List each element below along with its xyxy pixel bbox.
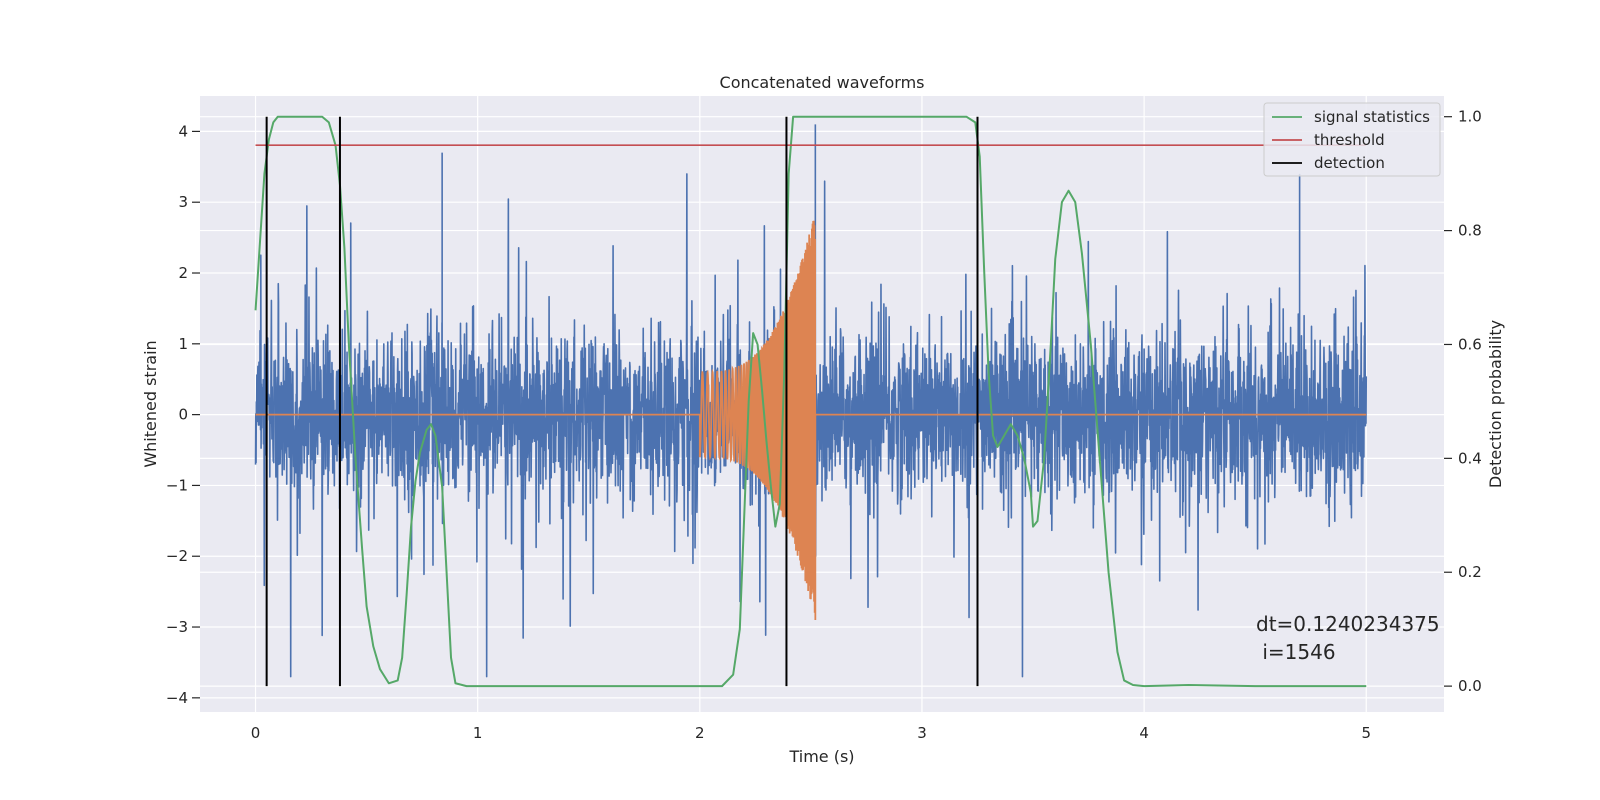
x-axis-label: Time (s) xyxy=(788,747,854,766)
legend-label-threshold: threshold xyxy=(1314,131,1385,149)
y-left-tick-label: 3 xyxy=(178,193,188,211)
legend-frame xyxy=(1263,102,1441,177)
x-tick-label: 2 xyxy=(695,724,705,742)
x-tick-label: 5 xyxy=(1361,724,1371,742)
y-axis-right-ticks: 0.0 0.2 0.4 0.6 0.8 1.0 xyxy=(1444,108,1482,695)
y-left-tick-label: 4 xyxy=(178,122,188,140)
annotation-dt: dt=0.1240234375 xyxy=(1256,612,1440,636)
y-left-tick-label: −2 xyxy=(166,547,188,565)
legend-label-signal-statistics: signal statistics xyxy=(1314,108,1430,126)
y-axis-left-ticks: −4 −3 −2 −1 0 1 2 3 4 xyxy=(166,122,200,707)
y-right-tick-label: 0.2 xyxy=(1458,563,1482,581)
x-axis-ticks: 0 1 2 3 4 5 xyxy=(251,724,1371,742)
series-signal-statistics xyxy=(254,115,1367,688)
y-axis-left-label: Whitened strain xyxy=(141,340,160,467)
legend: signal statistics threshold detection xyxy=(1263,102,1441,177)
series-injected-waveform xyxy=(255,220,1367,620)
y-right-tick-label: 0.6 xyxy=(1458,335,1482,353)
y-right-tick-label: 1.0 xyxy=(1458,108,1482,126)
legend-label-detection: detection xyxy=(1314,154,1385,172)
y-right-tick-label: 0.0 xyxy=(1458,677,1482,695)
y-left-tick-label: 1 xyxy=(178,335,188,353)
y-right-tick-label: 0.8 xyxy=(1458,222,1482,240)
y-left-tick-label: −1 xyxy=(166,476,188,494)
waveform-layer xyxy=(255,220,1367,620)
x-tick-label: 0 xyxy=(251,724,261,742)
x-tick-label: 1 xyxy=(473,724,483,742)
chart-title: Concatenated waveforms xyxy=(720,73,925,92)
annotation-i: i=1546 xyxy=(1256,640,1336,664)
y-axis-right-label: Detection probability xyxy=(1486,320,1505,488)
detect-layer xyxy=(265,116,979,687)
y-left-tick-label: −4 xyxy=(166,689,188,707)
y-left-tick-label: −3 xyxy=(166,618,188,636)
stat-layer xyxy=(254,115,1367,688)
x-tick-label: 3 xyxy=(917,724,927,742)
x-tick-label: 4 xyxy=(1139,724,1149,742)
y-left-tick-label: 0 xyxy=(178,406,188,424)
y-left-tick-label: 2 xyxy=(178,264,188,282)
annotations: dt=0.1240234375 i=1546 xyxy=(1256,612,1440,664)
y-right-tick-label: 0.4 xyxy=(1458,449,1482,467)
